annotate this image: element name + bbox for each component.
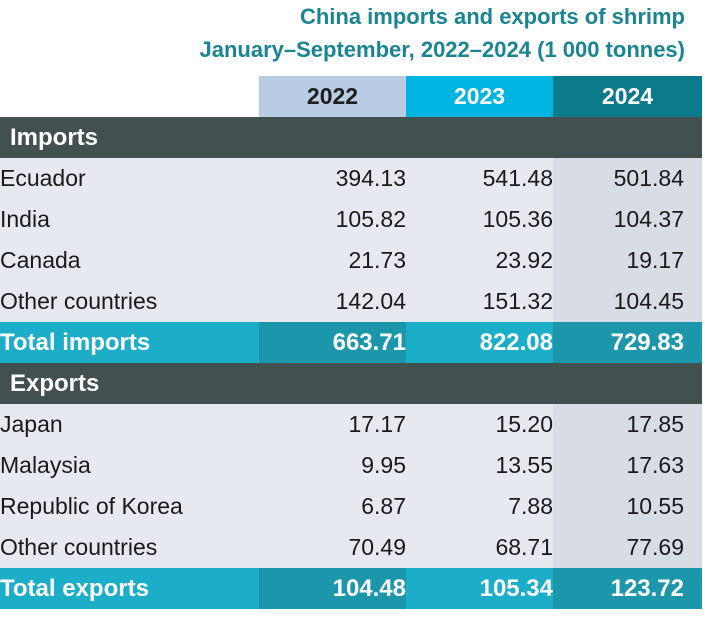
value-cell-2023: 15.20 <box>406 404 553 445</box>
header-blank-cell <box>0 76 259 117</box>
total-value-2024: 123.72 <box>553 568 702 609</box>
total-value-2023: 105.34 <box>406 568 553 609</box>
value-cell-2023: 7.88 <box>406 486 553 527</box>
value-cell-2024: 77.69 <box>553 527 702 568</box>
header-row: 2022 2023 2024 <box>0 76 702 117</box>
chart-title: China imports and exports of shrimp <box>299 4 685 29</box>
column-header-2023: 2023 <box>406 76 553 117</box>
value-cell-2022: 142.04 <box>259 281 406 322</box>
shrimp-trade-table: 2022 2023 2024 Imports Ecuador 394.13 541.4… <box>0 76 702 609</box>
total-value-2023: 822.08 <box>406 322 553 363</box>
total-row-imports: Total imports 663.71 822.08 729.83 <box>0 322 702 363</box>
row-label: Other countries <box>0 527 259 568</box>
section-header-exports: Exports <box>0 363 702 404</box>
value-cell-2022: 105.82 <box>259 199 406 240</box>
value-cell-2022: 17.17 <box>259 404 406 445</box>
row-label: India <box>0 199 259 240</box>
row-label: Other countries <box>0 281 259 322</box>
table-body: Imports Ecuador 394.13 541.48 501.84 India 105… <box>0 117 702 609</box>
column-header-2022: 2022 <box>259 76 406 117</box>
total-label: Total imports <box>0 322 259 363</box>
value-cell-2024: 17.85 <box>553 404 702 445</box>
row-label: Malaysia <box>0 445 259 486</box>
table-row: India 105.82 105.36 104.37 <box>0 199 702 240</box>
table-row: Canada 21.73 23.92 19.17 <box>0 240 702 281</box>
value-cell-2023: 151.32 <box>406 281 553 322</box>
value-cell-2022: 70.49 <box>259 527 406 568</box>
value-cell-2024: 10.55 <box>553 486 702 527</box>
column-header-2024: 2024 <box>553 76 702 117</box>
value-cell-2024: 501.84 <box>553 158 702 199</box>
total-value-2024: 729.83 <box>553 322 702 363</box>
table-row: Other countries 70.49 68.71 77.69 <box>0 527 702 568</box>
value-cell-2022: 6.87 <box>259 486 406 527</box>
value-cell-2024: 19.17 <box>553 240 702 281</box>
row-label: Republic of Korea <box>0 486 259 527</box>
value-cell-2023: 13.55 <box>406 445 553 486</box>
total-label: Total exports <box>0 568 259 609</box>
table-row: Republic of Korea 6.87 7.88 10.55 <box>0 486 702 527</box>
row-label: Canada <box>0 240 259 281</box>
section-title: Exports <box>0 363 702 404</box>
total-row-exports: Total exports 104.48 105.34 123.72 <box>0 568 702 609</box>
total-value-2022: 104.48 <box>259 568 406 609</box>
section-title: Imports <box>0 117 702 158</box>
value-cell-2023: 105.36 <box>406 199 553 240</box>
value-cell-2024: 104.45 <box>553 281 702 322</box>
table-row: Other countries 142.04 151.32 104.45 <box>0 281 702 322</box>
value-cell-2023: 541.48 <box>406 158 553 199</box>
value-cell-2023: 68.71 <box>406 527 553 568</box>
total-value-2022: 663.71 <box>259 322 406 363</box>
value-cell-2024: 17.63 <box>553 445 702 486</box>
value-cell-2022: 21.73 <box>259 240 406 281</box>
value-cell-2023: 23.92 <box>406 240 553 281</box>
value-cell-2022: 9.95 <box>259 445 406 486</box>
section-header-imports: Imports <box>0 117 702 158</box>
table-row: Malaysia 9.95 13.55 17.63 <box>0 445 702 486</box>
chart-subtitle: January–September, 2022–2024 (1 000 tonn… <box>199 37 686 62</box>
table-row: Japan 17.17 15.20 17.85 <box>0 404 702 445</box>
row-label: Japan <box>0 404 259 445</box>
value-cell-2022: 394.13 <box>259 158 406 199</box>
value-cell-2024: 104.37 <box>553 199 702 240</box>
row-label: Ecuador <box>0 158 259 199</box>
table-row: Ecuador 394.13 541.48 501.84 <box>0 158 702 199</box>
